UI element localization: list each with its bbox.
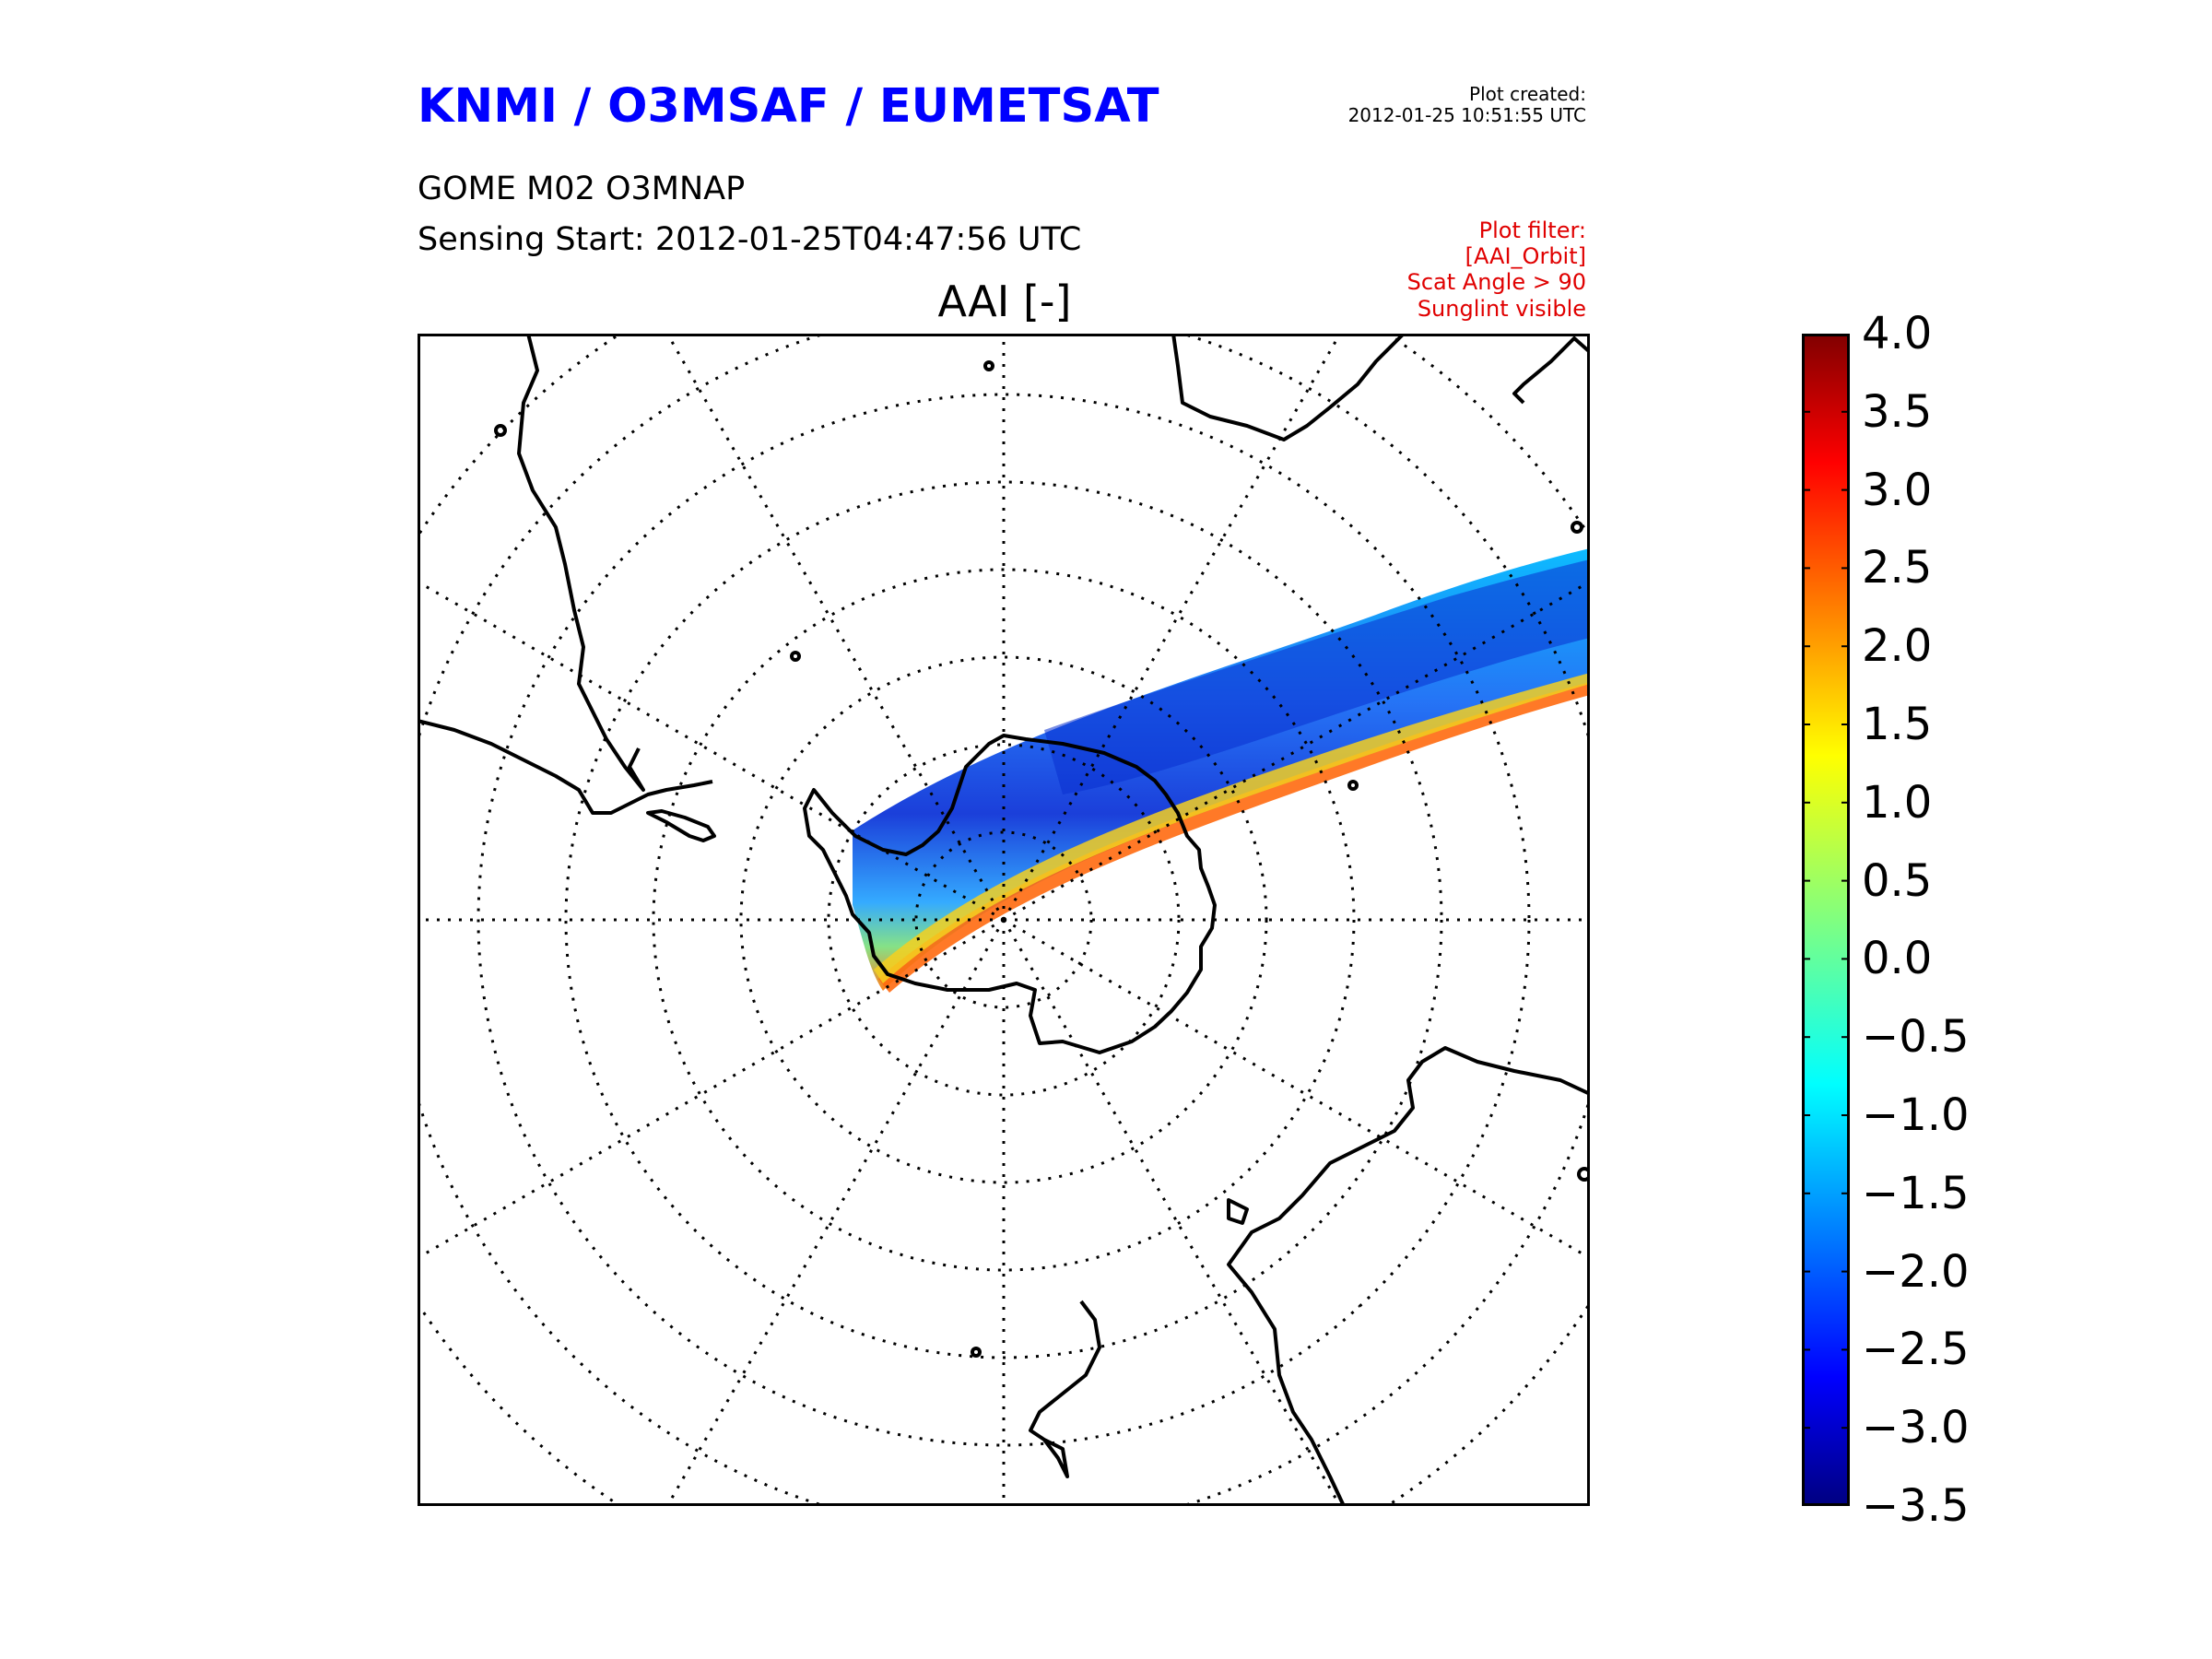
colorbar-tick-label: 0.0	[1862, 933, 1933, 985]
map-border	[418, 334, 1590, 1506]
aai-swath-core-low	[1044, 559, 1590, 794]
island-marker	[971, 1347, 982, 1358]
product-name: GOME M02 O3MNAP	[418, 171, 746, 207]
plot-filter-orbit: [AAI_Orbit]	[1465, 243, 1586, 269]
graticule	[418, 334, 1590, 1506]
island-marker	[983, 360, 994, 371]
colorbar-tick-label: 0.5	[1862, 854, 1933, 907]
plot-filter-scat-angle: Scat Angle > 90	[1406, 269, 1586, 295]
island-marker	[1571, 521, 1583, 534]
plot-filter-heading: Plot filter:	[1478, 218, 1586, 243]
colorbar-tick-label: −1.5	[1862, 1167, 1970, 1219]
aai-swath-edge-high	[878, 682, 1590, 993]
colorbar-tick-label: 1.0	[1862, 776, 1933, 829]
australia-coastline	[1227, 1046, 1590, 1506]
colorbar-tick-label: 1.5	[1862, 699, 1933, 750]
colorbar-tick-label: −0.5	[1862, 1011, 1970, 1064]
colorbar-tick-label: −1.0	[1862, 1089, 1970, 1141]
colorbar-tick-label: −3.5	[1862, 1480, 1970, 1532]
island-marker	[790, 651, 801, 662]
colorbar-tick-label: 2.0	[1862, 620, 1933, 673]
aai-swath	[853, 548, 1590, 993]
colorbar-border	[1802, 334, 1850, 1506]
colorbar-tick-label: 2.5	[1862, 542, 1933, 594]
africa-east-coastline	[1512, 336, 1590, 405]
south-america-coastline	[517, 334, 645, 792]
colorbar-tick-label: 3.5	[1862, 385, 1933, 438]
island-marker	[1347, 780, 1359, 791]
colorbar	[1802, 334, 1850, 1506]
colorbar-tick-label: 4.0	[1862, 308, 1933, 359]
colorbar-tick-label: −2.5	[1862, 1324, 1970, 1376]
island-marker	[494, 424, 507, 437]
plot-created-label: Plot created:	[1469, 83, 1586, 105]
polar-map	[418, 334, 1590, 1506]
map-title: AAI [-]	[937, 276, 1072, 326]
southern-island-coastline	[1029, 1300, 1101, 1478]
plot-filter-sunglint: Sunglint visible	[1417, 296, 1586, 322]
org-title: KNMI / O3MSAF / EUMETSAT	[418, 79, 1159, 134]
tasmania-coastline	[1227, 1198, 1249, 1225]
aai-swath-edge-mid	[874, 673, 1590, 983]
colorbar-tick-label: −3.0	[1862, 1402, 1970, 1454]
antarctica-coastline	[803, 734, 1217, 1054]
new-zealand-coastline	[418, 719, 713, 815]
island-marker	[1577, 1167, 1590, 1182]
coastlines	[418, 334, 1590, 1506]
nz-south-island-coastline	[646, 809, 716, 842]
colorbar-gradient	[1802, 334, 1850, 1506]
sensing-start: Sensing Start: 2012-01-25T04:47:56 UTC	[418, 221, 1082, 258]
colorbar-tick-label: 3.0	[1862, 464, 1933, 516]
plot-created-timestamp: 2012-01-25 10:51:55 UTC	[1347, 104, 1586, 126]
africa-coastline	[1171, 334, 1406, 441]
colorbar-tick-label: −2.0	[1862, 1245, 1970, 1298]
